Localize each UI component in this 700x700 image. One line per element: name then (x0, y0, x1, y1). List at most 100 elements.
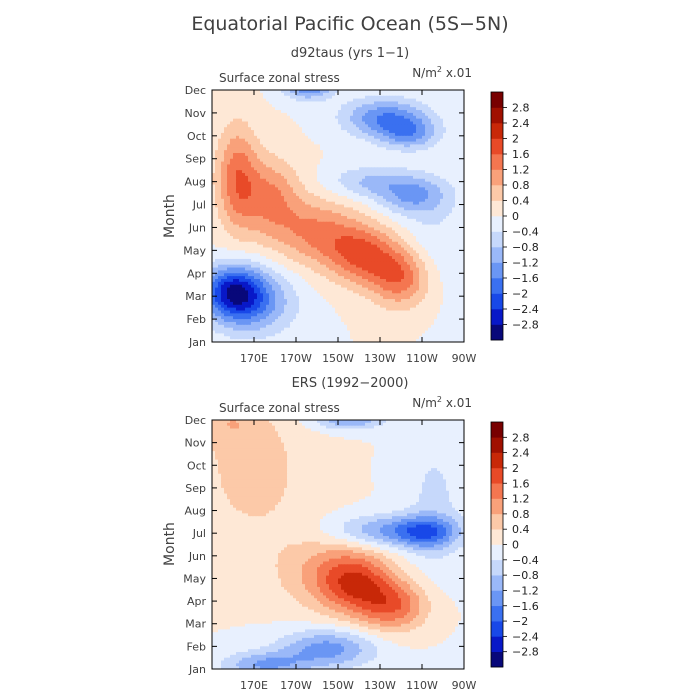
heatmap-cell (407, 238, 411, 243)
heatmap-cell (374, 187, 378, 191)
heatmap-cell (449, 147, 453, 151)
heatmap-cell (308, 167, 312, 171)
heatmap-cell (305, 98, 309, 102)
heatmap-cell (239, 107, 243, 111)
heatmap-cell (320, 224, 324, 228)
heatmap-cell (413, 144, 417, 148)
heatmap-cell (437, 115, 441, 120)
heatmap-cell (461, 204, 465, 208)
heatmap-cell (332, 213, 336, 217)
heatmap-cell (293, 233, 297, 237)
heatmap-cell (404, 153, 408, 157)
heatmap-cell (218, 247, 222, 251)
heatmap-cell (404, 190, 408, 194)
heatmap-cell (404, 193, 408, 197)
heatmap-cell (251, 164, 255, 168)
heatmap-cell (449, 104, 453, 108)
heatmap-cell (407, 218, 411, 223)
heatmap-cell (401, 247, 405, 251)
heatmap-cell (353, 161, 357, 165)
heatmap-cell (287, 112, 291, 117)
heatmap-cell (458, 130, 462, 134)
heatmap-cell (392, 130, 396, 134)
heatmap-cell (260, 161, 264, 165)
heatmap-cell (425, 236, 429, 240)
heatmap-cell (428, 132, 432, 137)
heatmap-cell (422, 115, 426, 120)
heatmap-cell (293, 244, 297, 248)
heatmap-cell (413, 250, 417, 254)
heatmap-cell (311, 201, 315, 206)
heatmap-cell (422, 181, 426, 185)
heatmap-cell (302, 90, 306, 94)
heatmap-cell (389, 238, 393, 243)
heatmap-cell (434, 198, 438, 203)
heatmap-cell (329, 138, 333, 143)
heatmap-cell (287, 195, 291, 200)
heatmap-cell (398, 147, 402, 151)
heatmap-cell (293, 195, 297, 200)
heatmap-cell (239, 153, 243, 157)
heatmap-cell (317, 181, 321, 185)
heatmap-cell (266, 104, 270, 108)
heatmap-cell (458, 204, 462, 208)
heatmap-cell (368, 161, 372, 165)
heatmap-cell (233, 110, 237, 114)
heatmap-cell (242, 158, 246, 163)
heatmap-cell (377, 92, 381, 97)
heatmap-cell (371, 135, 375, 140)
heatmap-cell (344, 244, 348, 248)
heatmap-cell (347, 247, 351, 251)
heatmap-cell (422, 107, 426, 111)
heatmap-cell (233, 258, 237, 263)
heatmap-cell (416, 155, 420, 160)
heatmap-cell (218, 173, 222, 177)
heatmap-cell (266, 247, 270, 251)
heatmap-cell (386, 144, 390, 148)
heatmap-cell (308, 107, 312, 111)
heatmap-cell (350, 247, 354, 251)
heatmap-cell (392, 227, 396, 231)
heatmap-cell (323, 207, 327, 211)
heatmap-cell (263, 173, 267, 177)
heatmap-cell (401, 90, 405, 94)
heatmap-cell (317, 170, 321, 174)
heatmap-cell (350, 98, 354, 102)
heatmap-cell (269, 190, 273, 194)
heatmap-cell (410, 95, 414, 100)
heatmap-cell (218, 170, 222, 174)
heatmap-cell (407, 161, 411, 165)
heatmap-cell (332, 161, 336, 165)
heatmap-cell (380, 155, 384, 160)
heatmap-cell (437, 241, 441, 246)
heatmap-cell (212, 218, 216, 223)
heatmap-cell (278, 101, 282, 105)
heatmap-cell (458, 90, 462, 94)
heatmap-cell (296, 236, 300, 240)
heatmap-cell (260, 256, 264, 260)
heatmap-cell (221, 138, 225, 143)
heatmap-cell (317, 227, 321, 231)
heatmap-cell (290, 181, 294, 185)
heatmap-cell (269, 138, 273, 143)
heatmap-cell (221, 104, 225, 108)
heatmap-cell (389, 124, 393, 128)
heatmap-cell (251, 198, 255, 203)
heatmap-cell (383, 216, 387, 220)
heatmap-cell (236, 98, 240, 102)
heatmap-cell (281, 173, 285, 177)
heatmap-cell (281, 138, 285, 143)
heatmap-cell (437, 230, 441, 234)
heatmap-cell (356, 110, 360, 114)
heatmap-cell (278, 130, 282, 134)
heatmap-cell (428, 216, 432, 220)
heatmap-cell (245, 224, 249, 228)
heatmap-cell (359, 161, 363, 165)
heatmap-cell (431, 224, 435, 228)
heatmap-cell (431, 161, 435, 165)
heatmap-cell (428, 247, 432, 251)
heatmap-cell (440, 224, 444, 228)
heatmap-cell (302, 238, 306, 243)
heatmap-cell (290, 247, 294, 251)
heatmap-cell (287, 153, 291, 157)
